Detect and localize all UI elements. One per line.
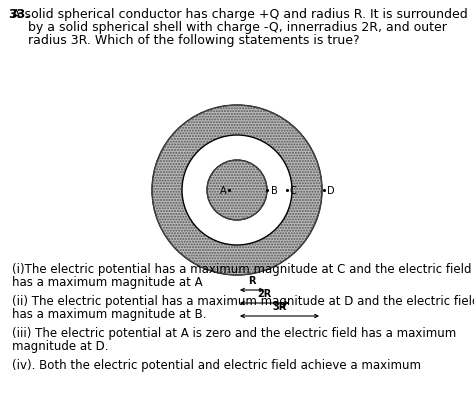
Text: C: C bbox=[290, 186, 297, 196]
Text: magnitude at D.: magnitude at D. bbox=[12, 340, 109, 353]
Text: radius 3R. Which of the following statements is true?: radius 3R. Which of the following statem… bbox=[8, 34, 360, 47]
Text: (iii) The electric potential at A is zero and the electric field has a maximum: (iii) The electric potential at A is zer… bbox=[12, 327, 456, 340]
Text: (i)The electric potential has a maximum magnitude at C and the electric field: (i)The electric potential has a maximum … bbox=[12, 263, 472, 276]
Text: has a maximum magnitude at A: has a maximum magnitude at A bbox=[12, 276, 202, 289]
Text: A: A bbox=[219, 186, 226, 196]
Text: R: R bbox=[248, 276, 256, 286]
Text: A solid spherical conductor has charge +Q and radius R. It is surrounded: A solid spherical conductor has charge +… bbox=[8, 8, 468, 21]
Text: (ii) The electric potential has a maximum magnitude at D and the electric field: (ii) The electric potential has a maximu… bbox=[12, 295, 474, 308]
Text: D: D bbox=[327, 186, 335, 196]
Text: 3R: 3R bbox=[273, 302, 287, 312]
Text: (iv). Both the electric potential and electric field achieve a maximum: (iv). Both the electric potential and el… bbox=[12, 359, 421, 372]
Circle shape bbox=[207, 160, 267, 220]
Circle shape bbox=[182, 135, 292, 245]
Circle shape bbox=[152, 105, 322, 275]
Text: 2R: 2R bbox=[257, 289, 272, 299]
Text: B: B bbox=[271, 186, 278, 196]
Text: by a solid spherical shell with charge -Q, innerradius 2R, and outer: by a solid spherical shell with charge -… bbox=[8, 21, 447, 34]
Text: 33.: 33. bbox=[8, 8, 30, 21]
Text: has a maximum magnitude at B.: has a maximum magnitude at B. bbox=[12, 308, 207, 321]
